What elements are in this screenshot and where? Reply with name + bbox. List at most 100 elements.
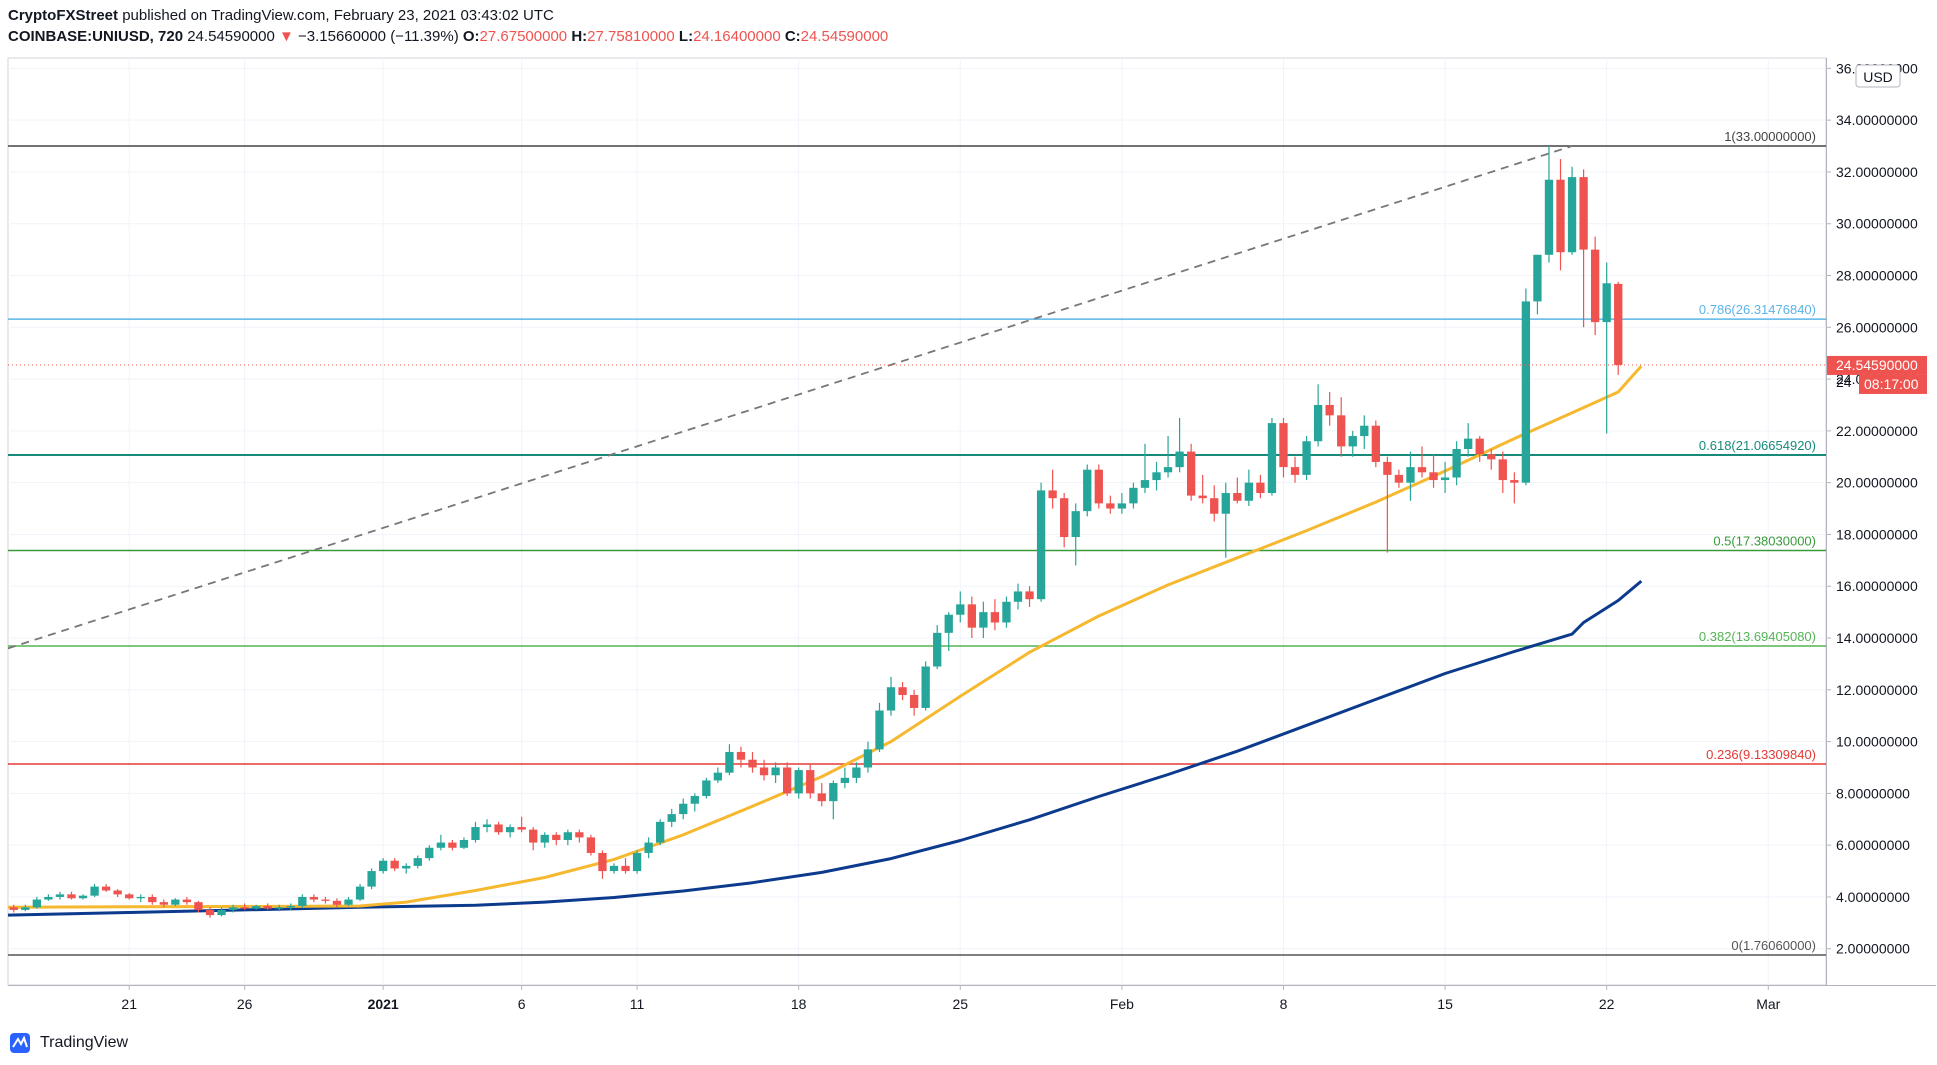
- candle[interactable]: [1579, 169, 1588, 328]
- candle[interactable]: [125, 893, 134, 900]
- candle[interactable]: [1533, 254, 1542, 315]
- candle[interactable]: [921, 661, 930, 711]
- candle[interactable]: [448, 839, 457, 851]
- candle[interactable]: [228, 904, 238, 913]
- candle[interactable]: [609, 863, 619, 874]
- candle[interactable]: [563, 829, 572, 846]
- candle[interactable]: [667, 808, 676, 828]
- candlestick-series[interactable]: [9, 146, 1623, 918]
- currency-label[interactable]: USD: [1855, 64, 1901, 88]
- candle[interactable]: [1152, 461, 1161, 491]
- candle[interactable]: [1510, 472, 1519, 504]
- candle[interactable]: [309, 894, 319, 903]
- fib-trend-line[interactable]: [7, 145, 1573, 650]
- candle[interactable]: [55, 891, 65, 900]
- candle[interactable]: [21, 904, 30, 912]
- candle[interactable]: [829, 780, 838, 820]
- candle[interactable]: [909, 689, 919, 716]
- candle[interactable]: [425, 845, 434, 861]
- candle[interactable]: [702, 777, 711, 799]
- symbol-label[interactable]: COINBASE:UNIUSD, 720: [8, 28, 184, 45]
- candle[interactable]: [1267, 417, 1277, 496]
- trend-line[interactable]: [7, 145, 1573, 650]
- candle[interactable]: [852, 762, 861, 784]
- candle[interactable]: [1071, 503, 1080, 566]
- candle[interactable]: [1544, 146, 1554, 263]
- candle[interactable]: [529, 827, 538, 851]
- candle[interactable]: [1590, 236, 1600, 336]
- candle[interactable]: [1383, 456, 1392, 553]
- candle[interactable]: [32, 896, 42, 909]
- candle[interactable]: [1025, 586, 1034, 607]
- candle[interactable]: [1221, 482, 1230, 558]
- candle[interactable]: [378, 858, 388, 874]
- candle[interactable]: [1198, 474, 1207, 504]
- candle[interactable]: [1556, 158, 1565, 271]
- candle[interactable]: [1094, 464, 1103, 509]
- candle[interactable]: [1325, 392, 1334, 426]
- candle[interactable]: [990, 599, 1000, 631]
- candle[interactable]: [886, 676, 896, 716]
- candle[interactable]: [1175, 417, 1184, 473]
- candle[interactable]: [575, 829, 584, 843]
- candle[interactable]: [1394, 469, 1404, 488]
- candle[interactable]: [817, 783, 826, 807]
- candle[interactable]: [863, 741, 873, 773]
- candle[interactable]: [1106, 495, 1115, 514]
- candle[interactable]: [644, 837, 653, 859]
- candle[interactable]: [1302, 436, 1311, 481]
- candle[interactable]: [632, 850, 642, 874]
- candle[interactable]: [182, 896, 192, 905]
- candle[interactable]: [1417, 446, 1427, 478]
- candle[interactable]: [748, 751, 757, 773]
- candle[interactable]: [1186, 443, 1196, 501]
- candle[interactable]: [390, 858, 399, 872]
- candle[interactable]: [413, 855, 422, 869]
- publisher-name[interactable]: CryptoFXStreet: [8, 7, 119, 24]
- candle[interactable]: [90, 884, 99, 897]
- candle[interactable]: [1244, 469, 1254, 506]
- fibonacci-retracement[interactable]: 1(33.00000000) 0.786(26.31476840) 0.618(21…: [8, 129, 1826, 956]
- candle[interactable]: [482, 819, 492, 833]
- candle[interactable]: [979, 601, 988, 639]
- candle[interactable]: [782, 762, 792, 796]
- candle[interactable]: [355, 884, 365, 901]
- candle[interactable]: [332, 898, 342, 908]
- candle[interactable]: [1256, 474, 1265, 499]
- candle[interactable]: [101, 884, 111, 892]
- candle[interactable]: [1233, 477, 1242, 504]
- candle[interactable]: [656, 819, 665, 846]
- candle[interactable]: [459, 837, 469, 850]
- candle[interactable]: [148, 894, 157, 905]
- last-price-tag[interactable]: 24.54590000 08:17:00: [1827, 355, 1927, 394]
- candle[interactable]: [494, 821, 503, 835]
- candle[interactable]: [898, 682, 907, 701]
- candle[interactable]: [1521, 288, 1531, 486]
- candle[interactable]: [840, 767, 850, 789]
- candle[interactable]: [771, 762, 780, 784]
- candle[interactable]: [252, 904, 261, 910]
- candle[interactable]: [217, 907, 226, 917]
- candle[interactable]: [794, 767, 803, 799]
- candle[interactable]: [78, 894, 88, 900]
- candle[interactable]: [1475, 436, 1484, 462]
- candle[interactable]: [1440, 461, 1450, 494]
- candle[interactable]: [1210, 485, 1219, 522]
- candle[interactable]: [275, 904, 284, 912]
- candle[interactable]: [205, 907, 215, 918]
- candle[interactable]: [298, 894, 307, 908]
- candle[interactable]: [586, 834, 596, 856]
- candle[interactable]: [1279, 417, 1288, 478]
- candle[interactable]: [1498, 451, 1507, 494]
- candle[interactable]: [1487, 448, 1496, 470]
- candle[interactable]: [1313, 384, 1323, 447]
- candle[interactable]: [1117, 493, 1127, 514]
- candle[interactable]: [1406, 451, 1415, 501]
- candle[interactable]: [1602, 262, 1611, 434]
- candle[interactable]: [1083, 464, 1092, 517]
- candle[interactable]: [1452, 441, 1461, 486]
- candle[interactable]: [1140, 443, 1150, 494]
- candle[interactable]: [1013, 583, 1023, 610]
- candle[interactable]: [263, 903, 272, 910]
